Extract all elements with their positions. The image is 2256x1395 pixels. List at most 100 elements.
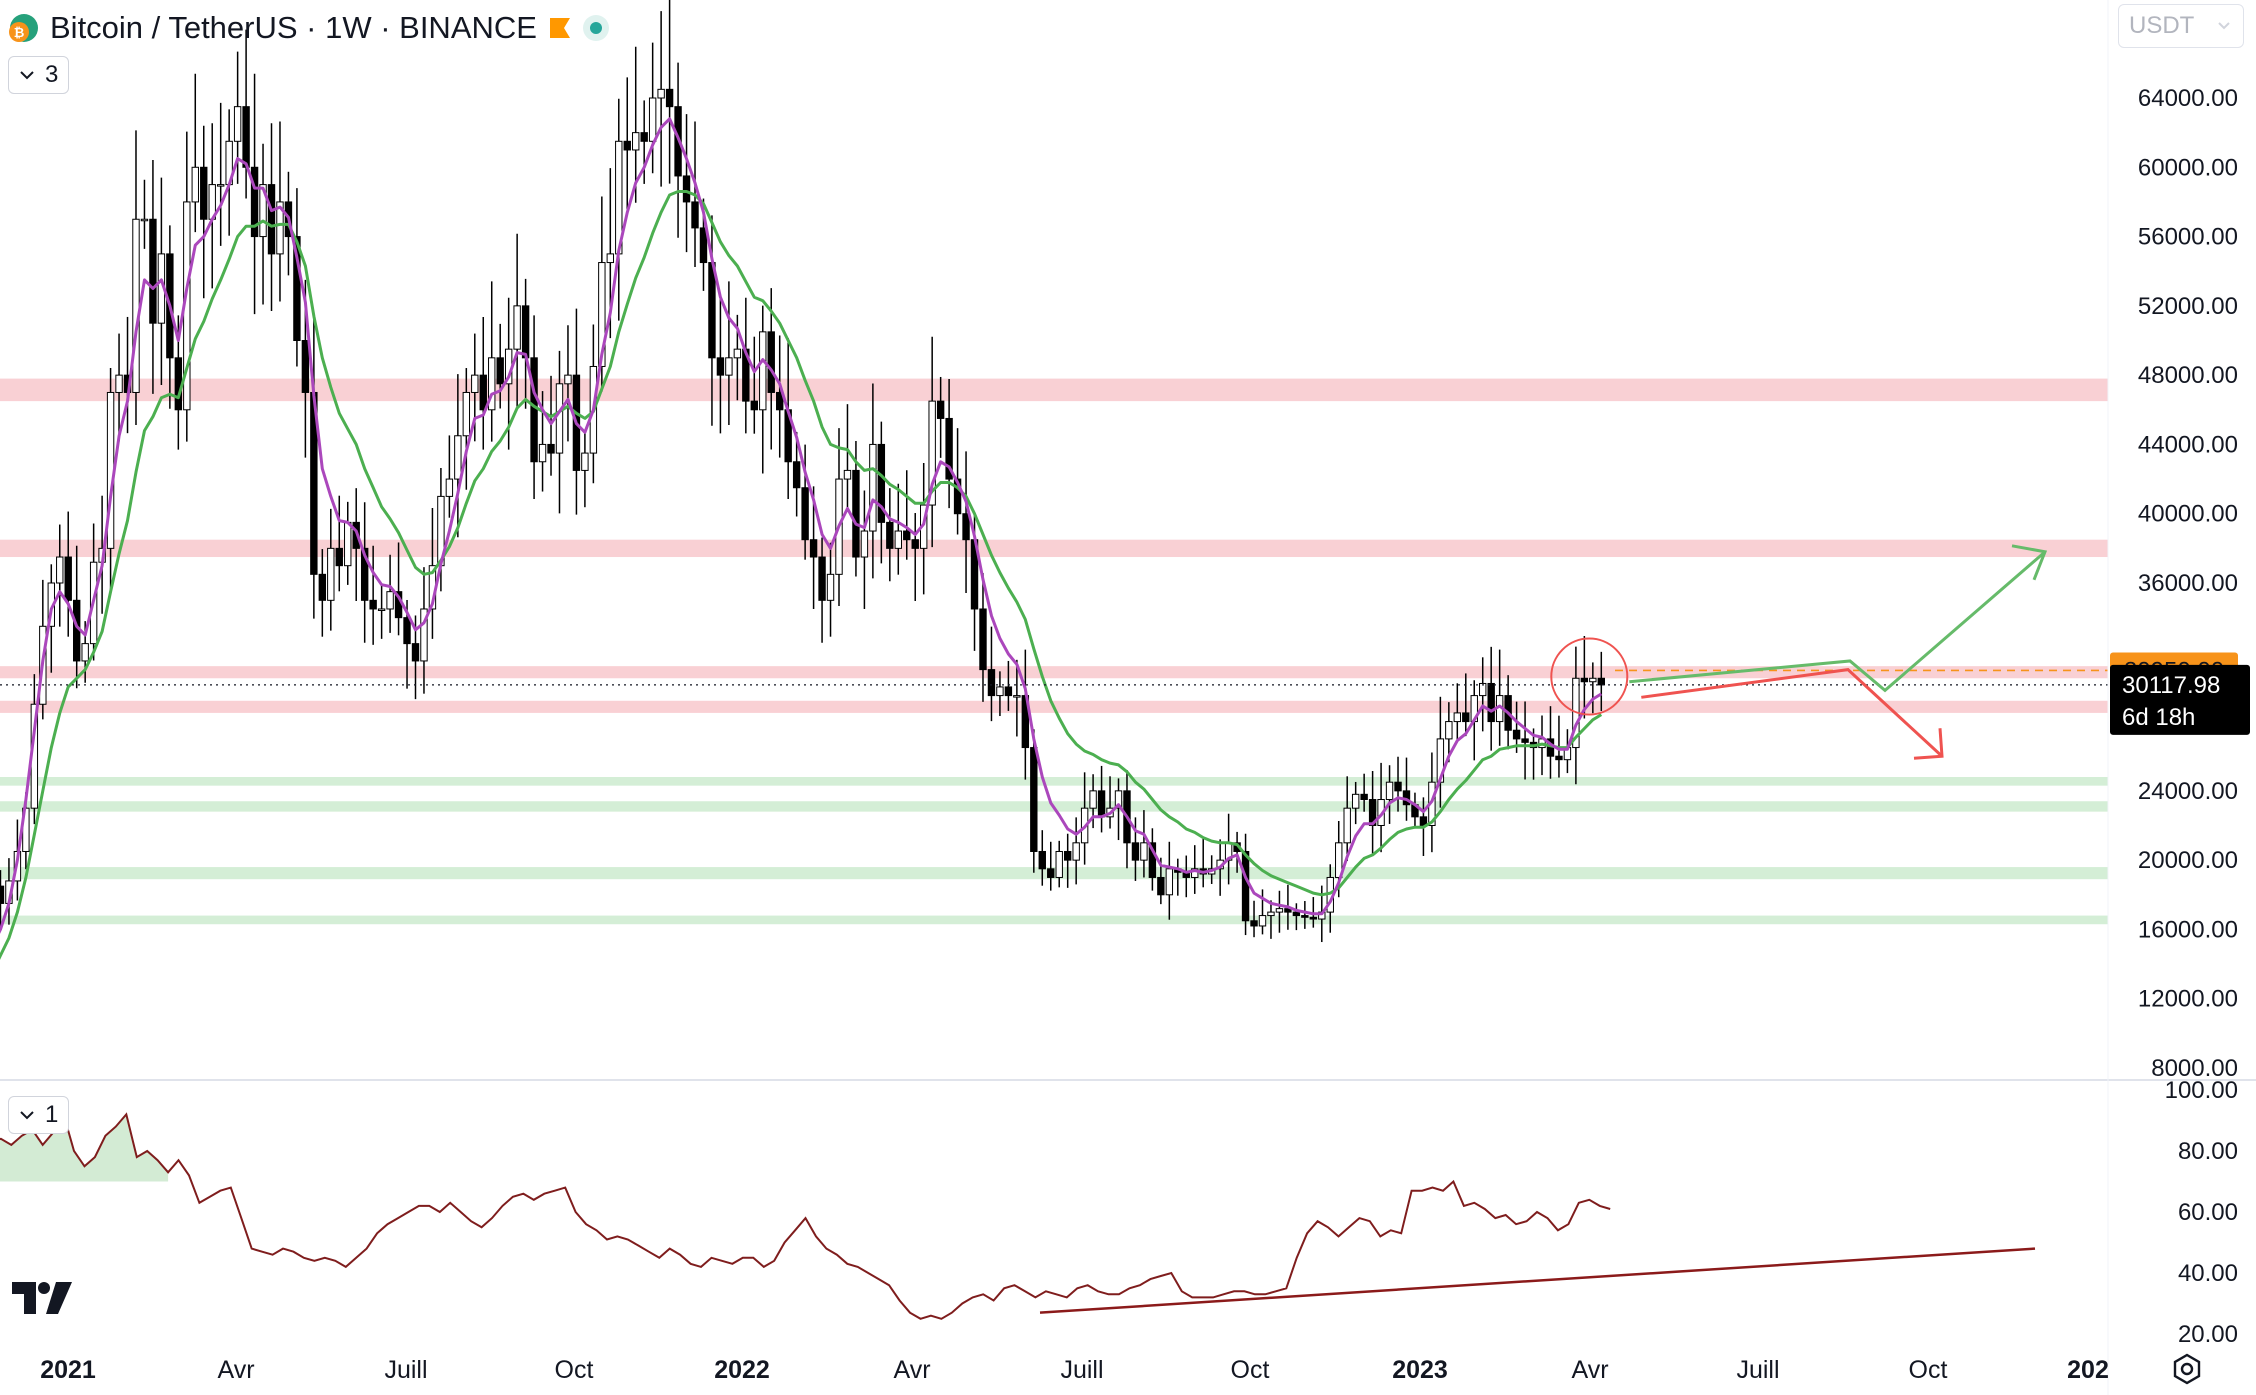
price-tick-label: 56000.00 (2138, 224, 2238, 251)
time-tick-label: 202 (2067, 1356, 2109, 1384)
market-status-icon[interactable] (582, 15, 609, 41)
candle-body (1284, 908, 1292, 913)
candle-body (725, 357, 733, 376)
price-tick-label: 40000.00 (2138, 501, 2238, 528)
candle-body (1479, 682, 1487, 697)
candle-body (200, 166, 208, 220)
rsi-tick-label: 40.00 (2178, 1260, 2238, 1287)
countdown-label: 6d 18h (2122, 704, 2195, 731)
candle-body (132, 218, 140, 393)
price-tick-label: 24000.00 (2138, 778, 2238, 805)
candle-body (1589, 677, 1597, 683)
support-zone-0 (0, 777, 2108, 786)
symbol-title[interactable]: Bitcoin / TetherUS · 1W · BINANCE (50, 10, 537, 45)
last-price-label: 30117.98 (2122, 672, 2220, 699)
candle-body (64, 556, 72, 601)
candle-body (1030, 747, 1038, 852)
time-tick-label: Oct (555, 1356, 594, 1384)
price-tick-label: 20000.00 (2138, 847, 2238, 874)
main-pane-collapse-button[interactable]: 3 (8, 56, 70, 94)
candle-body (1250, 920, 1258, 927)
candle-body (1148, 842, 1157, 878)
candle-body (606, 253, 615, 264)
candle-body (216, 184, 225, 187)
bullish-arrowhead (2011, 544, 2048, 581)
bearish-scenario-arrow (1641, 668, 1944, 758)
candle-body (1165, 868, 1174, 896)
price-tick-label: 44000.00 (2138, 431, 2238, 458)
candle-body (0, 885, 5, 904)
time-tick-label: 2021 (40, 1356, 96, 1384)
candle-body (530, 357, 538, 463)
rsi-overbought-fill (0, 1114, 169, 1182)
candle-body (657, 88, 665, 99)
candle-body (869, 443, 877, 532)
candle-body (1462, 712, 1470, 723)
candle-body (1047, 868, 1055, 878)
ema-slow-line (0, 190, 1603, 960)
candle-body (1241, 850, 1250, 922)
indicator-pane-collapse-button[interactable]: 1 (8, 1096, 70, 1134)
rsi-trendline (1039, 1247, 2036, 1314)
candle-body (250, 166, 259, 238)
candle-body (809, 539, 818, 558)
candle-body (293, 236, 301, 341)
candlestick-series (0, 0, 1605, 943)
candle-body (1385, 781, 1394, 801)
candle-body (301, 340, 310, 393)
candle-body (547, 443, 555, 454)
candle-body (716, 357, 725, 376)
candle-body (1258, 915, 1267, 927)
candle-body (691, 201, 699, 229)
time-tick-label: Avr (217, 1356, 254, 1384)
candle-body (174, 357, 183, 411)
candle-body (1097, 790, 1106, 818)
highlight-circle (1550, 637, 1629, 716)
currency-selector[interactable]: USDT (2118, 4, 2244, 48)
bearish-arrowhead (1913, 728, 1944, 760)
candle-body (1521, 738, 1529, 743)
candle-body (886, 521, 894, 549)
candle-body (1013, 695, 1021, 698)
candle-body (1512, 729, 1521, 740)
price-tick-label: 8000.00 (2151, 1055, 2238, 1082)
candle-body (56, 556, 64, 584)
candle-body (911, 539, 919, 549)
time-tick-label: Oct (1909, 1356, 1948, 1384)
resistance-zone-1 (0, 539, 2108, 558)
candle-body (640, 132, 648, 142)
flag-icon[interactable] (547, 15, 573, 41)
candle-body (1335, 842, 1343, 878)
settings-gear-icon[interactable] (2170, 1352, 2204, 1386)
time-tick-label: Juill (1060, 1356, 1103, 1384)
indicator-pane-count: 1 (45, 1101, 59, 1128)
tradingview-logo[interactable] (12, 1280, 74, 1316)
candle-body (1555, 755, 1563, 761)
resistance-zone-2 (0, 666, 2108, 679)
candle-body (843, 469, 852, 480)
time-tick-label: Oct (1231, 1356, 1270, 1384)
candle-body (1309, 916, 1318, 920)
price-tick-label: 60000.00 (2138, 154, 2238, 181)
candle-body (1394, 781, 1402, 792)
candle-body (598, 262, 606, 367)
candle-body (801, 487, 809, 541)
candle-body (818, 556, 826, 601)
candle-body (860, 530, 869, 558)
price-tick-label: 36000.00 (2138, 570, 2238, 597)
rsi-tick-label: 20.00 (2178, 1321, 2238, 1348)
candle-body (928, 400, 936, 506)
rsi-line (0, 1111, 1611, 1320)
symbol-header[interactable]: ₿ Bitcoin / TetherUS · 1W · BINANCE (8, 8, 609, 48)
bullish-scenario-arrow (1629, 550, 2046, 693)
candle-body (996, 686, 1004, 697)
time-tick-label: 2022 (714, 1356, 770, 1384)
candle-body (327, 547, 335, 601)
candle-body (1191, 868, 1199, 878)
candle-body (267, 184, 276, 255)
candle-body (1453, 712, 1462, 723)
bitcoin-tether-icon: ₿ (9, 14, 38, 42)
candle-body (1487, 682, 1495, 723)
candle-body (665, 88, 674, 108)
